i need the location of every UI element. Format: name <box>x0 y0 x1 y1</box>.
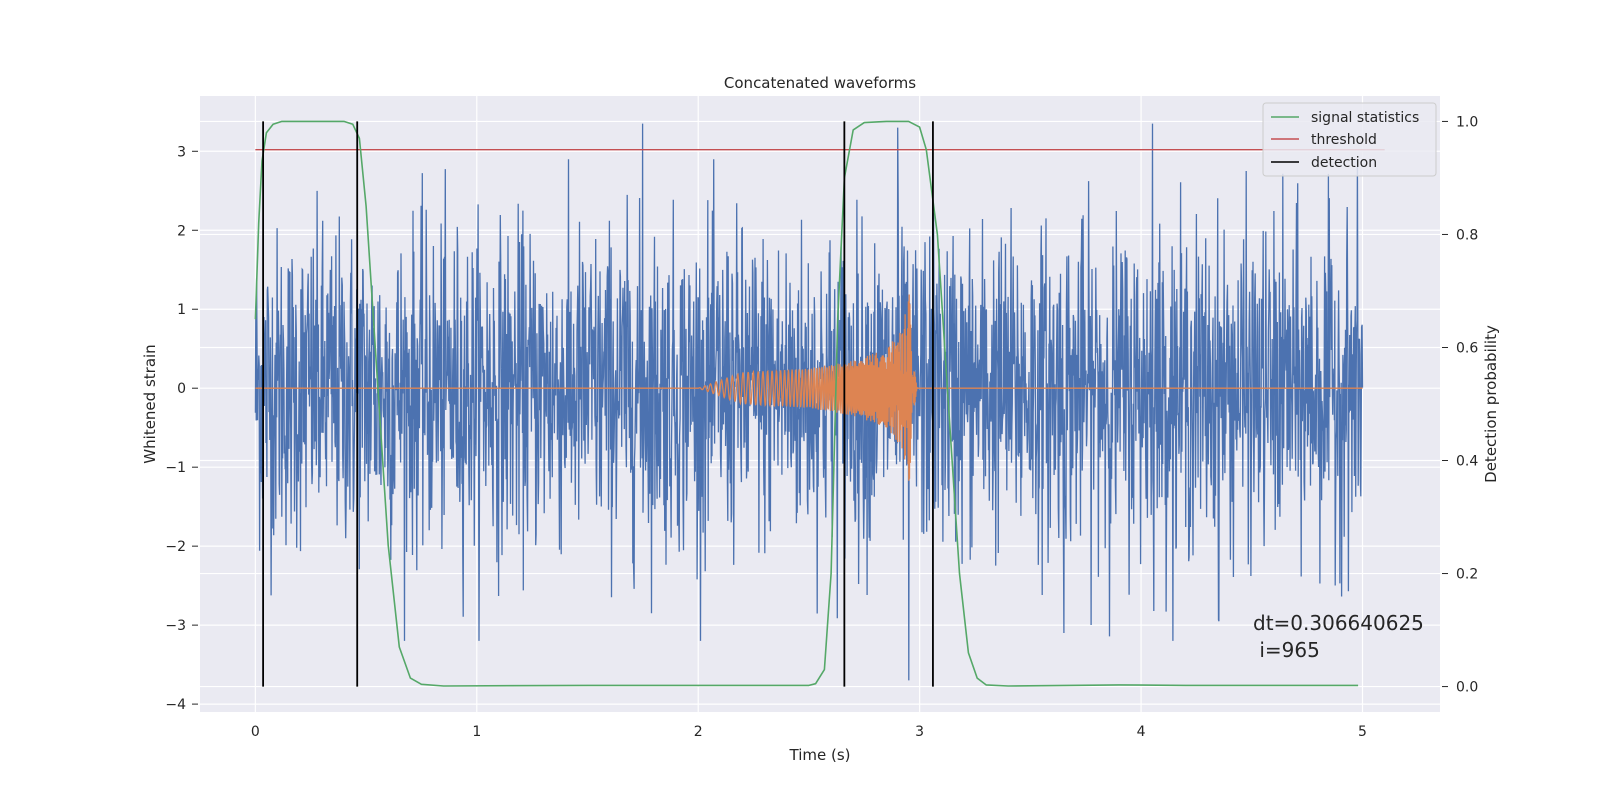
chart-title: Concatenated waveforms <box>724 74 916 92</box>
x-tick-label: 2 <box>694 724 703 740</box>
annotation-dt: dt=0.306640625 <box>1253 611 1424 635</box>
y-left-tick-label: 2 <box>177 223 186 239</box>
series-detection <box>262 121 934 687</box>
y-right-tick-label: 0.0 <box>1456 680 1478 696</box>
signal-statistics-line <box>254 120 1359 687</box>
y-right-tick-label: 0.4 <box>1456 454 1478 470</box>
y-axis-right-label: Detection probability <box>1482 325 1500 483</box>
axis-ticks: 0 1 2 3 4 5 3 2 1 0 −1 −2 −3 −4 1.0 0.8 0.6 0.4 0.2 0.0 <box>165 114 1478 740</box>
y-right-tick-label: 0.6 <box>1456 340 1478 356</box>
legend-box <box>1262 102 1437 177</box>
x-tick-label: 3 <box>915 724 924 740</box>
x-axis-label: Time (s) <box>789 746 851 764</box>
y-left-tick-label: −4 <box>165 697 186 713</box>
chirp-line <box>255 294 1363 481</box>
y-left-tick-label: −1 <box>165 460 186 476</box>
y-right-tick-label: 0.2 <box>1456 567 1478 583</box>
series-injected-chirp <box>255 294 1363 481</box>
x-tick-label: 0 <box>251 724 260 740</box>
x-tick-label: 1 <box>472 724 481 740</box>
y-axis-left-label: Whitened strain <box>141 344 159 463</box>
y-right-tick-label: 0.8 <box>1456 227 1478 243</box>
y-left-tick-label: 3 <box>177 144 186 160</box>
annotation-index: i=965 <box>1253 638 1320 662</box>
series-signal-statistics <box>254 120 1359 687</box>
legend-label-signal-statistics: signal statistics <box>1311 110 1419 126</box>
x-tick-label: 4 <box>1137 724 1146 740</box>
y-left-tick-label: −2 <box>165 539 186 555</box>
legend-label-detection: detection <box>1311 155 1377 171</box>
legend: signal statistics threshold detection <box>1262 102 1437 177</box>
series-whitened-strain <box>254 123 1364 681</box>
y-left-tick-label: 0 <box>177 381 186 397</box>
y-left-tick-label: −3 <box>165 618 186 634</box>
y-right-tick-label: 1.0 <box>1456 114 1478 130</box>
noise-line <box>254 123 1364 681</box>
x-tick-label: 5 <box>1358 724 1367 740</box>
y-left-tick-label: 1 <box>177 302 186 318</box>
legend-label-threshold: threshold <box>1311 132 1377 148</box>
